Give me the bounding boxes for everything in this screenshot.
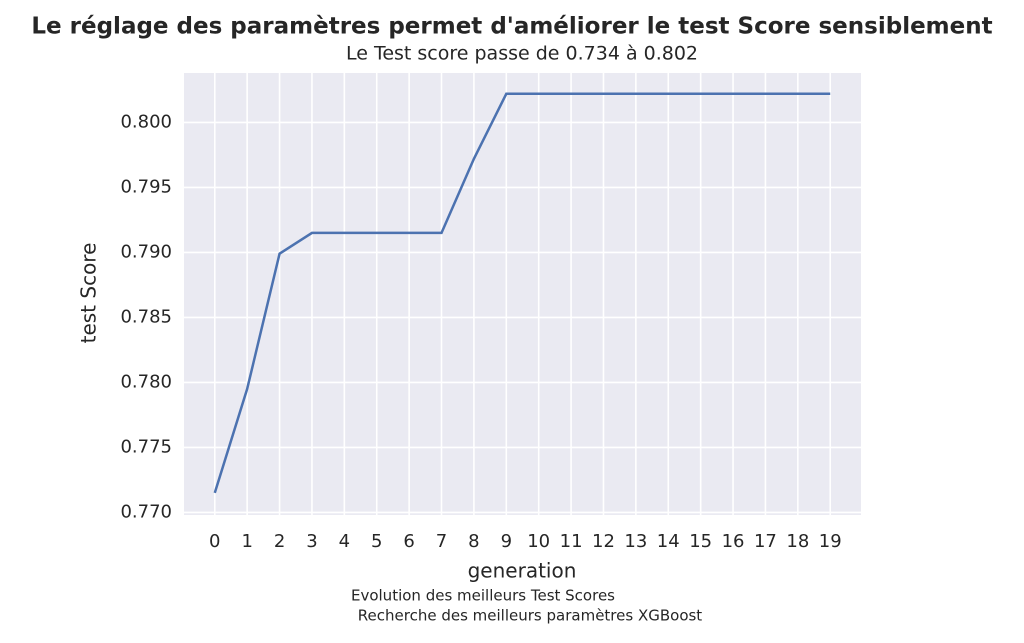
y-tick-label: 0.800 <box>120 111 172 132</box>
x-tick-label: 13 <box>624 531 647 552</box>
x-tick-label: 7 <box>436 531 447 552</box>
y-axis-label: test Score <box>77 243 101 344</box>
x-tick-label: 1 <box>241 531 252 552</box>
y-tick-label: 0.780 <box>120 371 172 392</box>
y-tick-label: 0.790 <box>120 241 172 262</box>
x-tick-label: 4 <box>339 531 350 552</box>
y-tick-label: 0.795 <box>120 176 172 197</box>
y-tick-label: 0.770 <box>120 501 172 522</box>
x-tick-label: 10 <box>527 531 550 552</box>
x-tick-label: 14 <box>657 531 680 552</box>
x-tick-label: 12 <box>592 531 615 552</box>
chart-title: Le réglage des paramètres permet d'améli… <box>31 14 992 40</box>
caption: Recherche des meilleurs paramètres XGBoo… <box>358 607 703 625</box>
plot-area <box>184 73 861 515</box>
x-axis-label: generation <box>468 559 577 583</box>
x-tick-label: 11 <box>560 531 583 552</box>
x-tick-label: 3 <box>306 531 317 552</box>
y-tick-label: 0.775 <box>120 436 172 457</box>
x-tick-label: 16 <box>722 531 745 552</box>
x-tick-label: 5 <box>371 531 382 552</box>
x-tick-label: 19 <box>819 531 842 552</box>
x-tick-label: 18 <box>786 531 809 552</box>
x-tick-label: 17 <box>754 531 777 552</box>
caption: Evolution des meilleurs Test Scores <box>351 587 615 605</box>
x-tick-label: 2 <box>274 531 285 552</box>
x-tick-label: 15 <box>689 531 712 552</box>
y-tick-label: 0.785 <box>120 306 172 327</box>
x-tick-label: 0 <box>209 531 220 552</box>
line <box>213 92 831 494</box>
chart-subtitle: Le Test score passe de 0.734 à 0.802 <box>346 43 698 65</box>
x-tick-label: 9 <box>501 531 512 552</box>
x-tick-label: 8 <box>468 531 479 552</box>
x-tick-label: 6 <box>403 531 414 552</box>
